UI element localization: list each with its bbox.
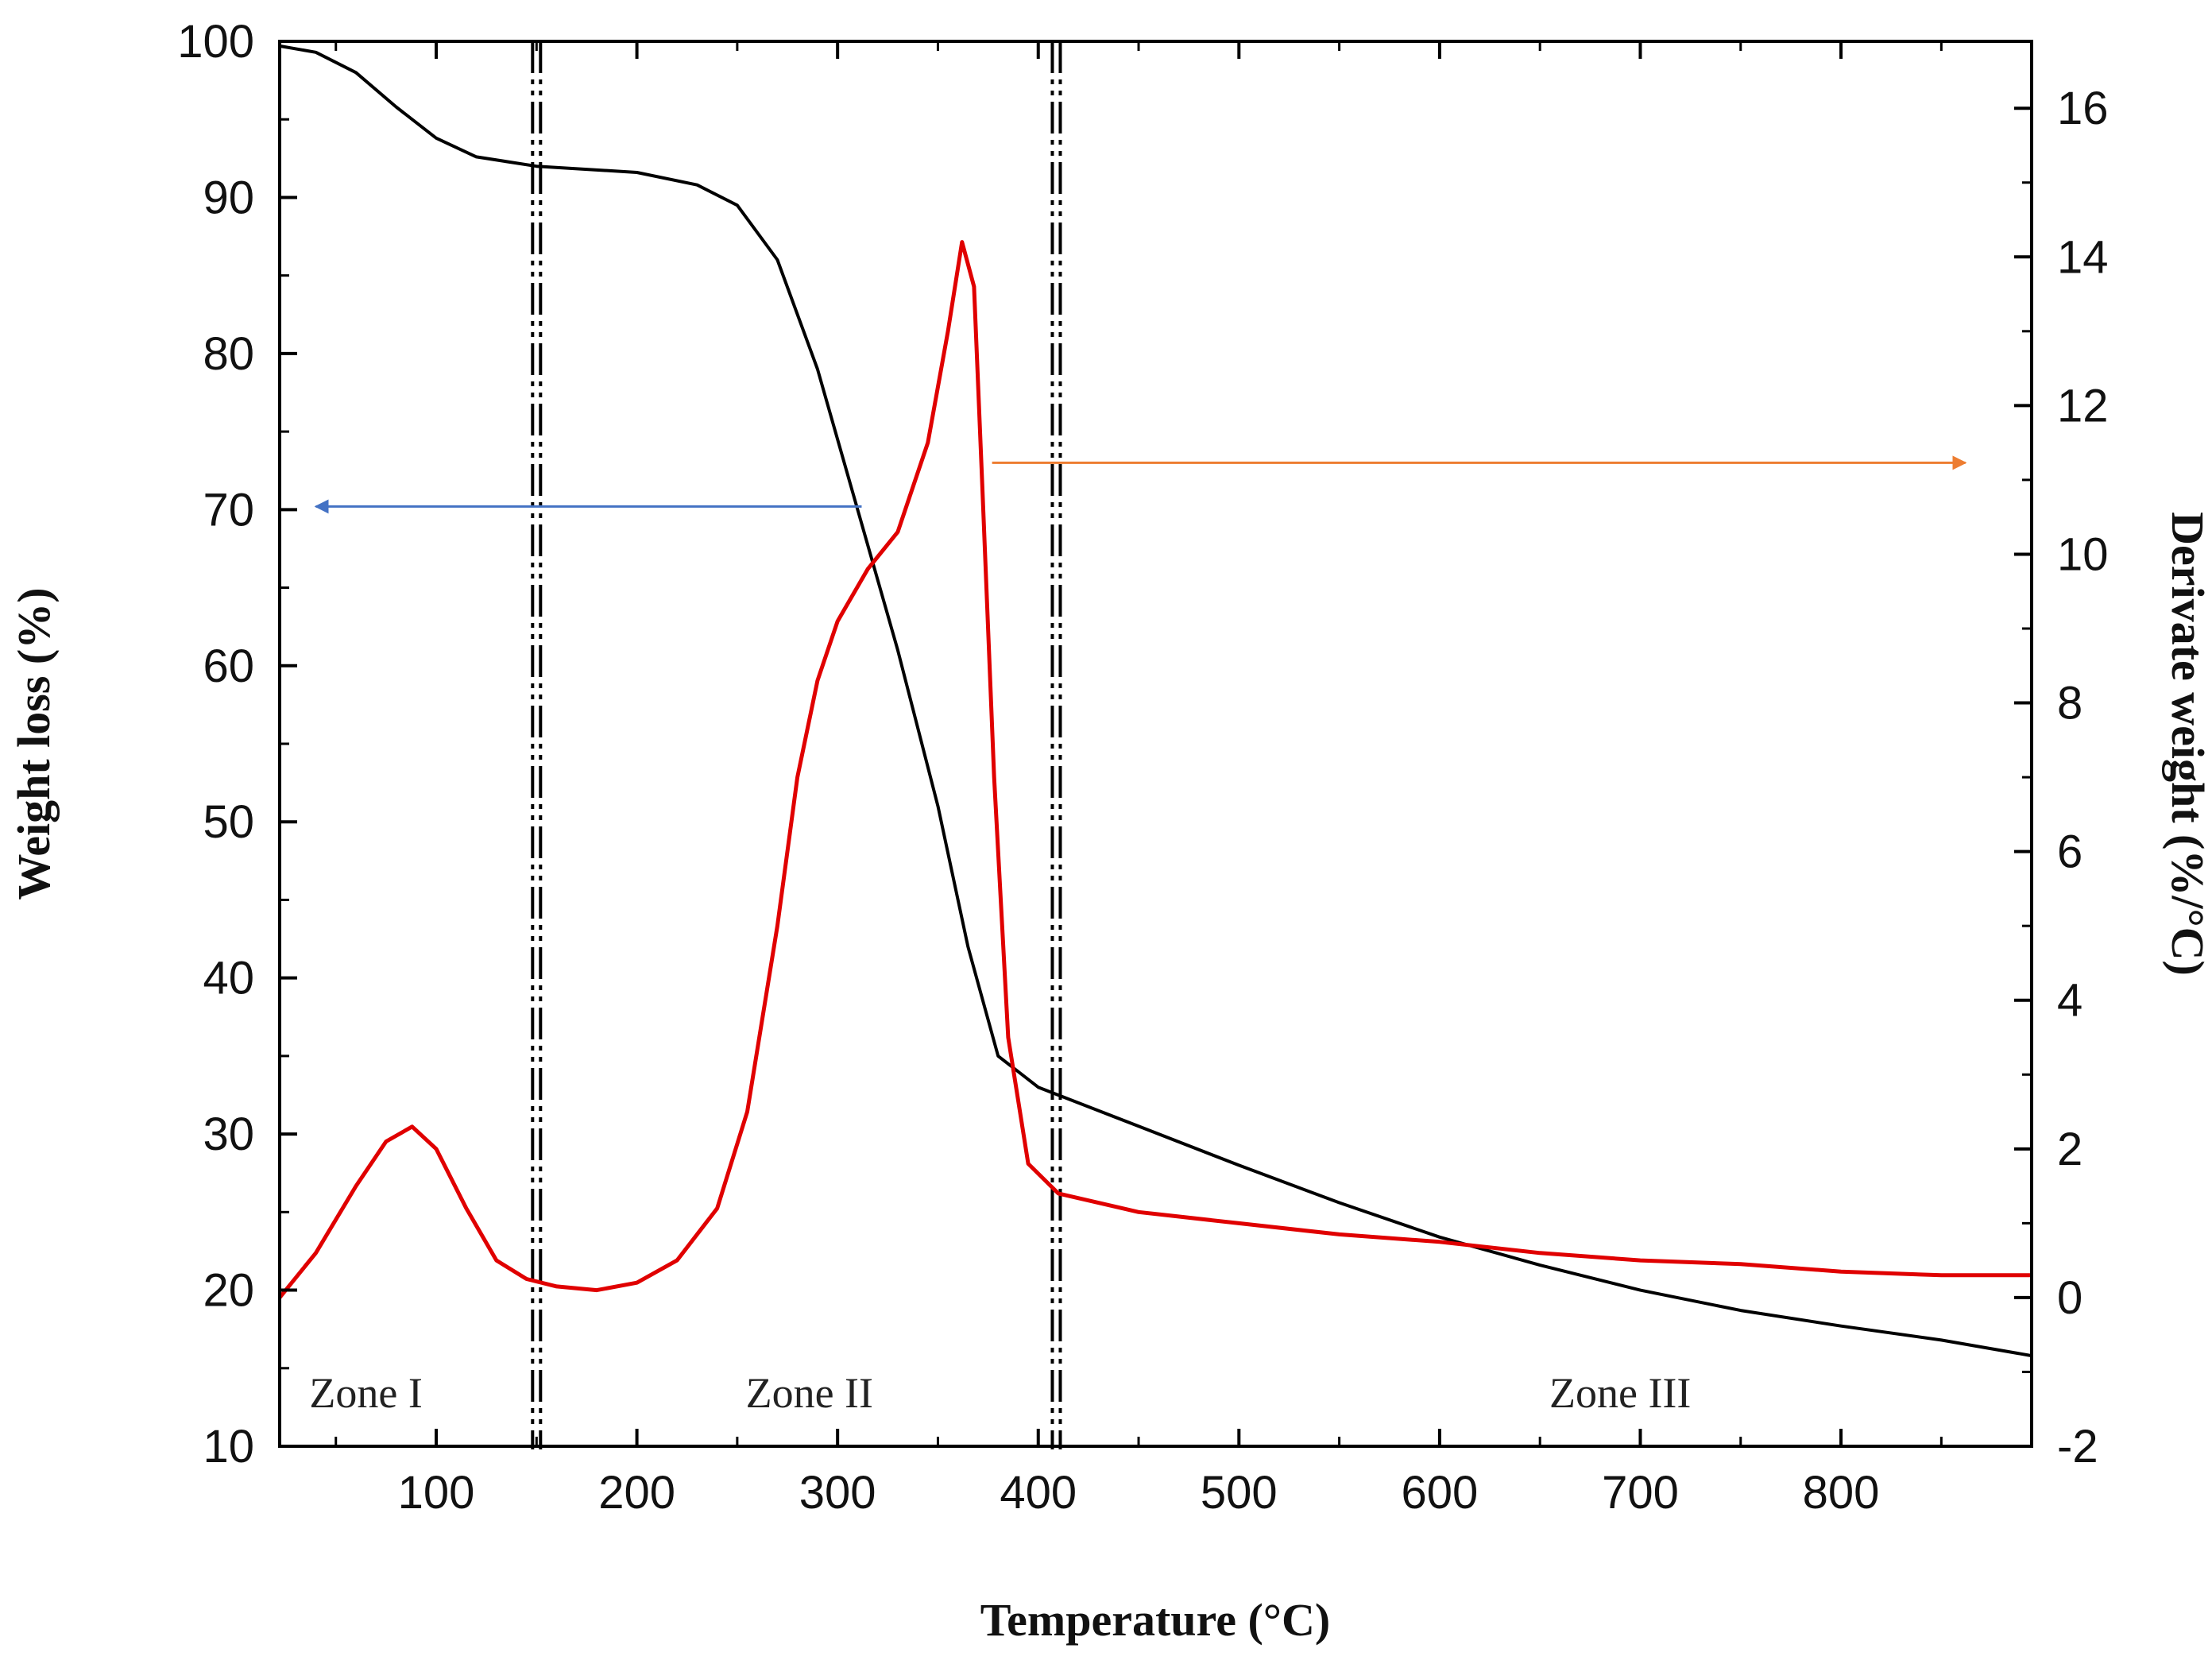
x-axis-title: Temperature (°C) [980,1594,1330,1646]
y-right-tick-label: 0 [2057,1272,2082,1324]
x-tick-label: 200 [598,1467,675,1519]
y-left-tick-label: 80 [203,328,254,380]
y-left-tick-label: 60 [203,640,254,692]
y-left-tick-label: 20 [203,1265,254,1317]
y-axis-right-title: Derivate weight (%/°C) [2162,512,2212,976]
x-tick-label: 800 [1803,1467,1880,1519]
series-line-weight-loss [279,44,2032,1358]
y-left-tick-label: 100 [177,16,254,68]
x-tick-label: 300 [799,1467,876,1519]
zone-divider-1 [531,41,543,1449]
y-left-tick-label: 90 [203,172,254,223]
y-right-tick-label: 2 [2057,1124,2082,1175]
y-axis-left-title: Weight loss (%) [8,587,60,900]
marks-layer: Zone I Zone II Zone III [278,41,2032,1449]
y-right-tick-label: -2 [2057,1421,2098,1472]
zone-divider-2 [1050,41,1062,1449]
y-left-tick-label: 40 [203,953,254,1004]
plot-frame [278,40,2033,1448]
y-right-tick-label: 14 [2057,231,2109,283]
ticks-layer: 100 200 300 400 500 600 700 8001020304050607080… [177,16,2108,1519]
y-right-tick-label: 8 [2057,678,2082,729]
series-line-derivative-weight [278,240,2032,1299]
y-right-tick-label: 10 [2057,528,2109,580]
x-tick-label: 700 [1602,1467,1679,1519]
x-tick-label: 500 [1201,1467,1278,1519]
y-left-tick-label: 70 [203,484,254,536]
y-right-tick-label: 12 [2057,380,2109,431]
zone-label-3: Zone III [1549,1369,1691,1417]
y-right-tick-label: 6 [2057,826,2082,878]
x-tick-label: 600 [1402,1467,1479,1519]
x-tick-label: 100 [398,1467,475,1519]
y-left-tick-label: 10 [203,1421,254,1472]
y-left-tick-label: 30 [203,1109,254,1160]
y-right-tick-label: 16 [2057,83,2109,134]
y-right-tick-label: 4 [2057,975,2082,1027]
zone-label-2: Zone II [746,1369,873,1417]
y-left-tick-label: 50 [203,796,254,848]
x-tick-label: 400 [1000,1467,1077,1519]
zone-label-1: Zone I [309,1369,422,1417]
